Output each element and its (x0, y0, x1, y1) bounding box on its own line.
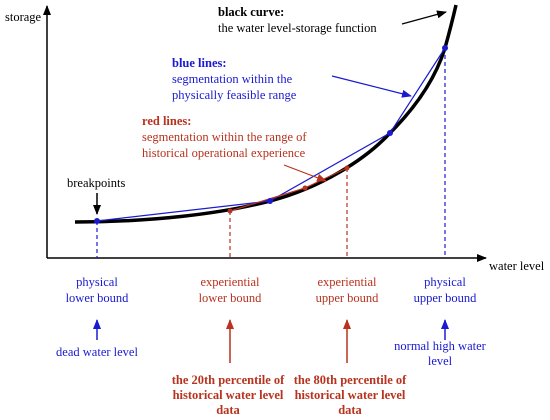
point (267, 198, 273, 204)
arrow (331, 75, 412, 98)
labels: physical lower bound experiential lower bou… (56, 275, 487, 417)
point (227, 208, 233, 214)
source-label: level (428, 354, 453, 368)
source-label: historical water level (295, 388, 406, 402)
point (94, 218, 100, 224)
bound-label: physical (76, 275, 118, 289)
bound-label: lower bound (66, 291, 130, 305)
black-title: black curve: (218, 5, 284, 19)
guides (96, 48, 446, 258)
blue-segments (96, 47, 446, 222)
bound-label: upper bound (316, 291, 380, 305)
bound-label: lower bound (199, 291, 263, 305)
source-label: data (216, 403, 240, 417)
source-label: data (338, 403, 362, 417)
x-label: water level (489, 259, 545, 273)
blue-title: blue lines: (172, 56, 227, 70)
arrow (401, 10, 447, 25)
point (302, 185, 308, 191)
bound-label: upper bound (414, 291, 478, 305)
title: blue lines (172, 56, 222, 70)
bound-label: physical (424, 275, 466, 289)
breakpoints-label: breakpoints (67, 176, 125, 190)
red-points (227, 165, 350, 214)
blue-points (94, 45, 448, 224)
point (387, 130, 393, 136)
title: red lines (142, 114, 187, 128)
black-text: the water level-storage function (218, 21, 377, 35)
red-title: red lines: (142, 114, 191, 128)
bound-label: experiential (201, 275, 261, 289)
bound-label: experiential (318, 275, 378, 289)
red-text: segmentation within the range of (142, 130, 307, 144)
source-label: normal high water (394, 339, 486, 353)
red-text: historical operational experience (142, 146, 306, 160)
source-label: the 20th percentile of (172, 373, 285, 387)
storage-curve (74, 4, 458, 224)
source-label: the 80th percentile of (294, 373, 407, 387)
title: black curve (218, 5, 281, 19)
arrow (283, 164, 327, 182)
point (442, 45, 448, 51)
source-label: dead water level (56, 345, 138, 359)
blue-text: physically feasible range (172, 88, 297, 102)
source-label: historical water level (173, 388, 284, 402)
point (344, 165, 350, 171)
blue-text: segmentation within the (172, 72, 293, 86)
y-label: storage (5, 10, 42, 24)
